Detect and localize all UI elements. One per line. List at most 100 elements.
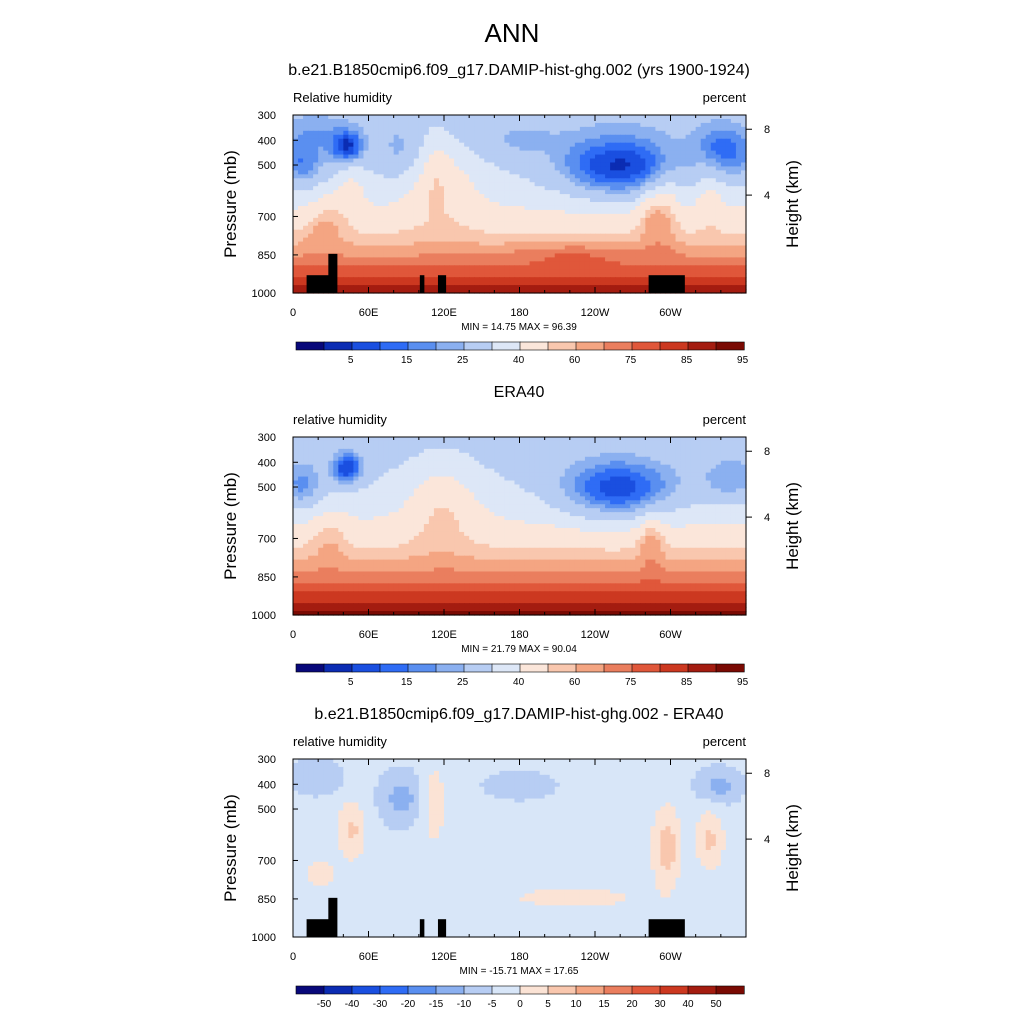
field-cell [293, 469, 299, 474]
field-cell [484, 449, 490, 454]
field-cell [328, 246, 334, 251]
field-cell [645, 465, 651, 470]
field-cell [640, 234, 646, 239]
colorbar-box [716, 342, 744, 350]
field-cell [414, 246, 420, 251]
field-cell [374, 249, 380, 254]
field-cell [464, 453, 470, 458]
field-cell [499, 135, 505, 140]
field-cell [595, 147, 601, 152]
field-cell [560, 226, 566, 231]
field-cell [731, 143, 737, 148]
field-cell [590, 170, 596, 175]
field-cell [655, 437, 661, 442]
field-cell [298, 246, 304, 251]
field-cell [655, 257, 661, 262]
field-cell [459, 139, 465, 144]
field-cell [454, 277, 460, 282]
field-cell [525, 214, 531, 219]
field-cell [535, 214, 541, 219]
field-cell [348, 178, 354, 183]
field-cell [605, 461, 611, 466]
field-cell [640, 249, 646, 254]
field-cell [686, 218, 692, 223]
field-cell [343, 202, 349, 207]
field-cell [716, 238, 722, 243]
field-cell [610, 234, 616, 239]
field-cell [414, 159, 420, 164]
field-cell [424, 206, 430, 211]
field-cell [399, 445, 405, 450]
field-cell [691, 234, 697, 239]
field-cell [520, 269, 526, 274]
field-cell [655, 441, 661, 446]
field-cell [676, 159, 682, 164]
field-cell [610, 269, 616, 274]
field-cell [545, 159, 551, 164]
field-cell [394, 135, 400, 140]
field-cell [615, 222, 621, 227]
field-cell [585, 127, 591, 132]
field-cell [665, 226, 671, 231]
field-cell [298, 253, 304, 258]
field-cell [343, 246, 349, 251]
field-cell [414, 249, 420, 254]
field-cell [429, 206, 435, 211]
field-cell [328, 210, 334, 215]
field-cell [525, 281, 531, 286]
field-cell [525, 249, 531, 254]
field-cell [348, 174, 354, 179]
field-cell [550, 449, 556, 454]
field-cell [540, 253, 546, 258]
field-cell [535, 159, 541, 164]
field-cell [650, 218, 656, 223]
field-cell [404, 461, 410, 466]
field-cell [560, 441, 566, 446]
field-cell [484, 226, 490, 231]
field-cell [731, 265, 737, 270]
field-cell [318, 182, 324, 187]
field-cell [484, 242, 490, 247]
field-cell [525, 162, 531, 167]
field-cell [590, 143, 596, 148]
field-cell [600, 174, 606, 179]
field-cell [615, 265, 621, 270]
field-cell [313, 166, 319, 171]
field-cell [520, 230, 526, 235]
field-cell [424, 178, 430, 183]
field-cell [615, 242, 621, 247]
field-cell [605, 131, 611, 136]
field-cell [640, 218, 646, 223]
field-cell [464, 139, 470, 144]
field-cell [429, 277, 435, 282]
field-cell [313, 238, 319, 243]
field-cell [681, 170, 687, 175]
field-cell [369, 246, 375, 251]
field-cell [464, 265, 470, 270]
field-cell [459, 273, 465, 278]
field-cell [333, 182, 339, 187]
field-cell [469, 453, 475, 458]
field-cell [384, 437, 390, 442]
field-cell [514, 123, 520, 128]
field-cell [298, 166, 304, 171]
field-cell [716, 151, 722, 156]
field-cell [449, 143, 455, 148]
field-cell [721, 170, 727, 175]
field-cell [439, 186, 445, 191]
field-cell [585, 186, 591, 191]
field-cell [650, 174, 656, 179]
field-cell [504, 178, 510, 183]
field-cell [726, 234, 732, 239]
field-cell [369, 159, 375, 164]
field-cell [424, 257, 430, 262]
field-cell [721, 131, 727, 136]
field-cell [449, 182, 455, 187]
field-cell [590, 453, 596, 458]
field-cell [565, 449, 571, 454]
field-cell [676, 186, 682, 191]
field-cell [555, 257, 561, 262]
field-cell [600, 214, 606, 219]
field-cell [514, 281, 520, 286]
field-cell [555, 461, 561, 466]
